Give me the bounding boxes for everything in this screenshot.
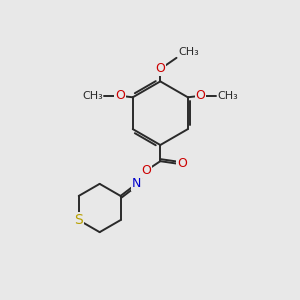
Text: O: O xyxy=(155,62,165,75)
Text: O: O xyxy=(115,89,125,102)
Text: CH₃: CH₃ xyxy=(218,91,238,101)
Text: O: O xyxy=(178,157,187,170)
Text: CH₃: CH₃ xyxy=(82,91,103,101)
Text: O: O xyxy=(196,89,206,102)
Text: N: N xyxy=(132,177,141,190)
Text: CH₃: CH₃ xyxy=(178,47,199,57)
Text: S: S xyxy=(74,213,83,227)
Text: O: O xyxy=(142,164,152,177)
